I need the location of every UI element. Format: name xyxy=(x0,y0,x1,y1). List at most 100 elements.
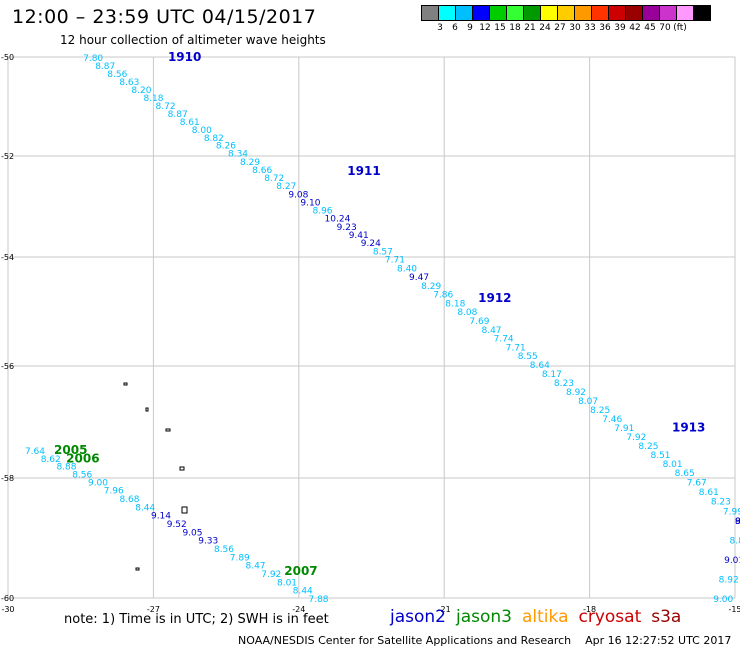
legend-cryosat: cryosat xyxy=(578,607,642,627)
lon-tick-label: -18 xyxy=(583,605,596,614)
color-scale-label: 9 xyxy=(467,23,473,33)
wave-height-value: 8.72 xyxy=(156,102,176,112)
island-outline xyxy=(135,567,140,571)
wave-height-value: 8.29 xyxy=(421,282,441,292)
pass-number-label: 2005 xyxy=(54,443,87,457)
lon-tick-label: -21 xyxy=(438,605,451,614)
wave-height-value: 7.71 xyxy=(385,256,405,266)
wave-height-value: 9.10 xyxy=(300,198,320,208)
wave-height-value: 8.82 xyxy=(204,134,224,144)
legend-s3a: s3a xyxy=(651,607,682,627)
page-title: 12:00 – 23:59 UTC 04/15/2017 xyxy=(12,6,317,28)
color-scale-legend: 3 6 9 12 15 18 21 24 27 30 33 36 39 42 45 70 (ft) xyxy=(421,5,711,35)
wave-height-value: 8.23 xyxy=(554,379,574,389)
wave-height-value: 8.55 xyxy=(518,352,538,362)
wave-height-value: 8.44 xyxy=(293,587,313,597)
track-1910-1913: 7.808.878.568.638.208.188.728.878.618.00… xyxy=(83,54,740,527)
color-scale-label: (ft) xyxy=(673,23,687,33)
lat-tick-label: -50 xyxy=(1,53,14,62)
island-outlines xyxy=(123,382,188,571)
wave-height-value: 8.08 xyxy=(457,308,477,318)
map-frame xyxy=(7,56,736,599)
wave-height-value: 8.66 xyxy=(252,166,272,176)
color-scale-label: 42 xyxy=(629,23,641,33)
color-scale-label: 70 xyxy=(659,23,671,33)
wave-height-value: 8.57 xyxy=(373,247,393,257)
lat-tick-label: -52 xyxy=(1,152,14,161)
wave-height-value: 8.63 xyxy=(119,78,139,88)
wave-height-value: 8.29 xyxy=(240,158,260,168)
wave-height-value: 7.99 xyxy=(723,507,740,517)
island-outline xyxy=(181,506,188,514)
wave-height-value: 9.01 xyxy=(724,556,740,566)
island-outline xyxy=(145,407,149,412)
wave-height-value: 9.00 xyxy=(713,595,733,605)
wave-height-value: 8.65 xyxy=(675,469,695,479)
wave-height-value: 8.61 xyxy=(180,118,200,128)
color-scale-labels: 3 6 9 12 15 18 21 24 27 30 33 36 39 42 45 70 (ft) xyxy=(422,21,711,35)
wave-height-value: 8.26 xyxy=(216,142,236,152)
wave-height-value: 9.05 xyxy=(182,528,202,538)
lon-tick-label: -30 xyxy=(1,605,14,614)
wave-height-value: 8.07 xyxy=(578,397,598,407)
lat-tick-label: -58 xyxy=(1,474,14,483)
wave-height-value: 7.92 xyxy=(626,433,646,443)
wave-height-value: 7.91 xyxy=(614,424,634,434)
color-scale-label: 12 xyxy=(479,23,491,33)
footnote: note: 1) Time is in UTC; 2) SWH is in fe… xyxy=(64,612,329,627)
wave-height-value: 8.01 xyxy=(663,460,683,470)
color-scale-label: 30 xyxy=(569,23,581,33)
pass-number-label: 1911 xyxy=(347,164,380,178)
wave-height-value: 8.23 xyxy=(711,498,731,508)
wave-height-value: 9.33 xyxy=(198,537,218,547)
legend-altika: altika xyxy=(522,607,569,627)
lon-tick-label: -15 xyxy=(728,605,740,614)
wave-height-value: 8.61 xyxy=(699,488,719,498)
page-subtitle: 12 hour collection of altimeter wave hei… xyxy=(60,33,326,47)
wave-height-value: 9.14 xyxy=(151,512,171,522)
pass-number-label: 2007 xyxy=(284,564,317,578)
wave-height-value: 8.72 xyxy=(264,174,284,184)
wave-height-value: 8.62 xyxy=(41,455,61,465)
pass-number-label: 1912 xyxy=(478,291,511,305)
lat-tick-label: -60 xyxy=(1,594,14,603)
wave-height-value: 8.17 xyxy=(542,370,562,380)
wave-height-value: 7.80 xyxy=(83,54,103,64)
credit-line: NOAA/NESDIS Center for Satellite Applica… xyxy=(238,634,732,647)
wave-height-value: 7.69 xyxy=(469,317,489,327)
color-scale-label: 36 xyxy=(599,23,611,33)
pass-number-label: 1910 xyxy=(168,50,201,64)
wave-height-value: 7.67 xyxy=(687,478,707,488)
color-scale-cell xyxy=(693,5,711,21)
wave-height-value: 8.18 xyxy=(445,299,465,309)
track-east-edge: 9 8.8 9.01 8.92 9.00 xyxy=(713,517,740,605)
legend-jason3: jason3 xyxy=(456,607,512,627)
wave-height-value: 8.92 xyxy=(566,388,586,398)
axis-tick-labels: -50 -52 -54 -56 -58 -60 -30 -27 -24 -21 -18 -15 xyxy=(1,53,740,614)
lat-tick-label: -56 xyxy=(1,362,14,371)
pass-number-label: 1913 xyxy=(672,421,705,435)
wave-height-value: 8.88 xyxy=(56,463,76,473)
wave-height-value: 9.00 xyxy=(88,478,108,488)
altimeter-tracks: 7.808.878.568.638.208.188.728.878.618.00… xyxy=(25,54,740,605)
lon-tick-label: -27 xyxy=(147,605,160,614)
wave-height-value: 9.23 xyxy=(337,223,357,233)
wave-height-value: 8.8 xyxy=(730,537,740,547)
color-scale-label: 24 xyxy=(539,23,551,33)
wave-height-value: 8.00 xyxy=(192,126,212,136)
wave-height-value: 9.52 xyxy=(167,520,187,530)
color-scale-label: 27 xyxy=(554,23,566,33)
island-outline xyxy=(179,466,185,471)
wave-height-value: 8.56 xyxy=(107,70,127,80)
wave-height-value: 8.47 xyxy=(481,326,501,336)
legend-jason2: jason2 xyxy=(390,607,446,627)
wave-height-value: 9.47 xyxy=(409,273,429,283)
wave-height-value: 7.64 xyxy=(25,447,45,457)
wave-height-value: 7.86 xyxy=(433,291,453,301)
wave-height-value: 9.08 xyxy=(288,190,308,200)
wave-height-value: 8.87 xyxy=(95,62,115,72)
wave-height-value: 8.64 xyxy=(530,361,550,371)
color-scale-label: 6 xyxy=(452,23,458,33)
wave-height-value: 10.24 xyxy=(325,215,351,225)
